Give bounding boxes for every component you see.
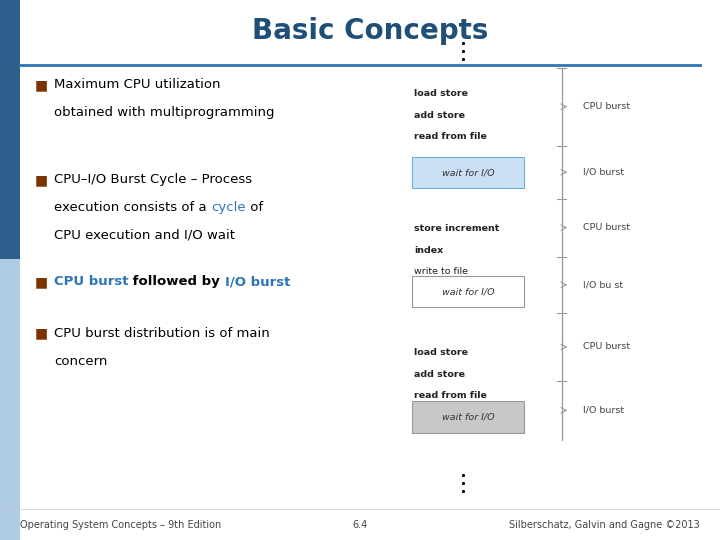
Text: read from file: read from file (414, 132, 487, 141)
Text: CPU burst: CPU burst (583, 223, 630, 232)
Text: load store: load store (414, 89, 468, 98)
Text: I/O burst: I/O burst (583, 168, 624, 177)
Text: Silberschatz, Galvin and Gagne ©2013: Silberschatz, Galvin and Gagne ©2013 (509, 520, 700, 530)
Text: followed by: followed by (128, 275, 225, 288)
Text: load store: load store (414, 348, 468, 357)
Text: CPU execution and I/O wait: CPU execution and I/O wait (54, 229, 235, 242)
Text: obtained with multiprogramming: obtained with multiprogramming (54, 106, 274, 119)
Text: CPU burst: CPU burst (54, 275, 128, 288)
Text: wait for I/O: wait for I/O (441, 413, 495, 421)
Text: of: of (246, 201, 263, 214)
Text: wait for I/O: wait for I/O (441, 287, 495, 296)
FancyBboxPatch shape (412, 276, 524, 307)
Text: Maximum CPU utilization: Maximum CPU utilization (54, 78, 220, 91)
Text: ■: ■ (35, 275, 48, 289)
Text: execution consists of a: execution consists of a (54, 201, 211, 214)
Text: store increment: store increment (414, 224, 500, 233)
Text: I/O bu st: I/O bu st (583, 280, 624, 289)
Bar (20, 0, 720, 65)
Text: write to file: write to file (414, 267, 468, 276)
Text: concern: concern (54, 355, 107, 368)
Text: CPU burst distribution is of main: CPU burst distribution is of main (54, 327, 270, 340)
Text: CPU burst: CPU burst (583, 342, 630, 352)
Text: CPU–I/O Burst Cycle – Process: CPU–I/O Burst Cycle – Process (54, 173, 252, 186)
Text: index: index (414, 246, 444, 255)
Text: I/O burst: I/O burst (583, 406, 624, 415)
FancyBboxPatch shape (412, 157, 524, 188)
Text: add store: add store (414, 370, 465, 379)
Text: Operating System Concepts – 9th Edition: Operating System Concepts – 9th Edition (20, 520, 222, 530)
Text: ■: ■ (35, 173, 48, 187)
Text: ■: ■ (35, 327, 48, 341)
Bar (0, 0, 20, 259)
Text: read from file: read from file (414, 392, 487, 401)
Text: ■: ■ (35, 78, 48, 92)
FancyBboxPatch shape (412, 401, 524, 433)
Text: Basic Concepts: Basic Concepts (252, 17, 488, 45)
Text: 6.4: 6.4 (352, 520, 368, 530)
Bar (0, 259, 20, 540)
Text: wait for I/O: wait for I/O (441, 168, 495, 177)
Text: add store: add store (414, 111, 465, 120)
Text: CPU burst: CPU burst (583, 102, 630, 111)
Text: cycle: cycle (211, 201, 246, 214)
Text: I/O burst: I/O burst (225, 275, 290, 288)
